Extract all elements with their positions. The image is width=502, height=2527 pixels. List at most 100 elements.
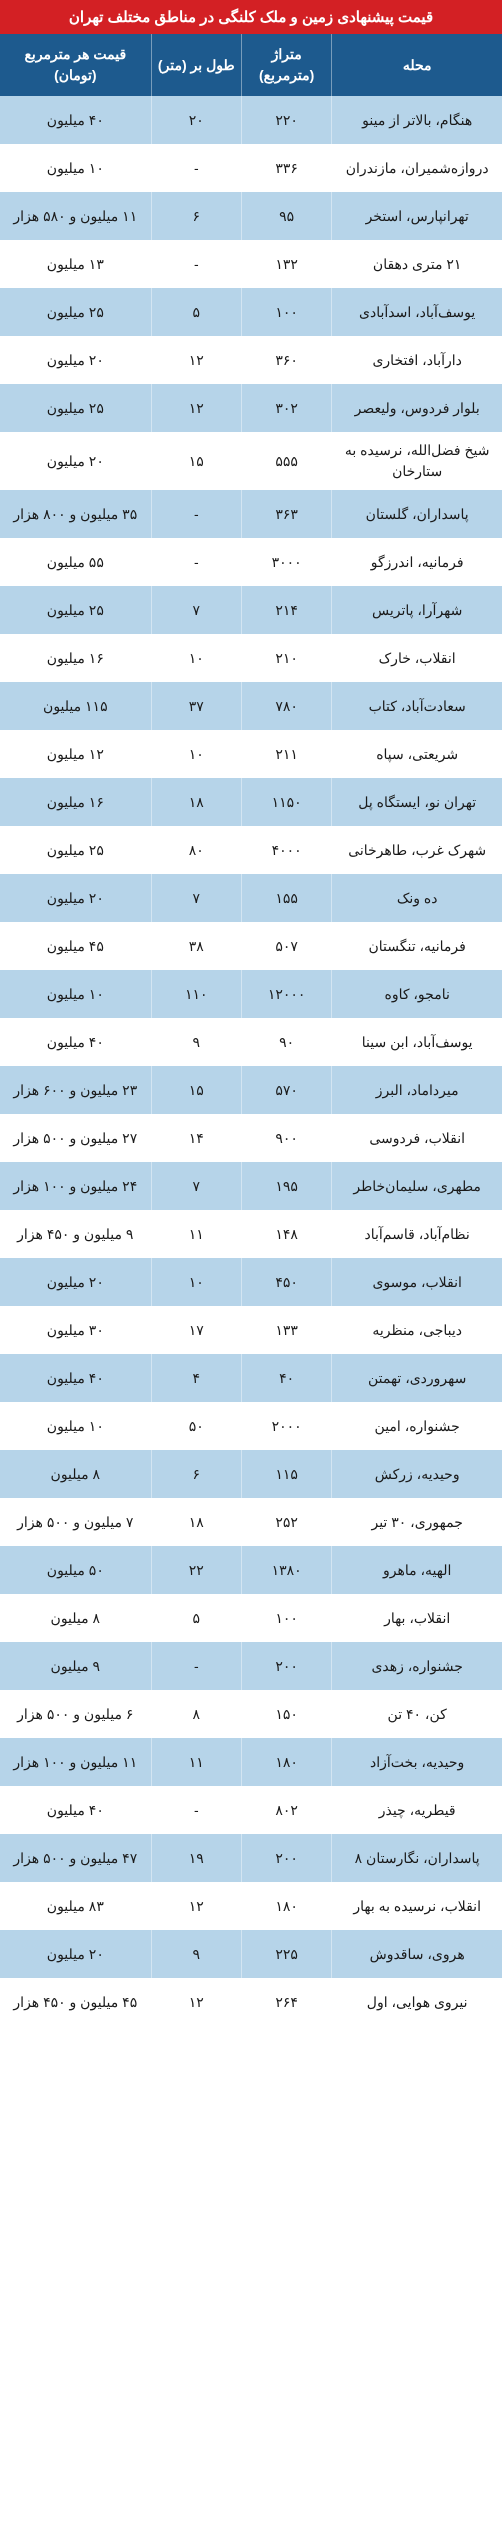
table-row: سهروردی، تهمتن۴۰۴۴۰ میلیون: [0, 1354, 502, 1402]
cell-area: ۱۵۵: [241, 874, 331, 922]
cell-area: ۳۰۰۰: [241, 538, 331, 586]
cell-width: ۸: [151, 1690, 241, 1738]
table-row: بلوار فردوس، ولیعصر۳۰۲۱۲۲۵ میلیون: [0, 384, 502, 432]
table-row: شهرآرا، پاتریس۲۱۴۷۲۵ میلیون: [0, 586, 502, 634]
cell-width: ۱۸: [151, 778, 241, 826]
table-row: الهیه، ماهرو۱۳۸۰۲۲۵۰ میلیون: [0, 1546, 502, 1594]
cell-neighborhood: وحیدیه، زرکش: [331, 1450, 502, 1498]
cell-width: ۱۲: [151, 1978, 241, 2026]
cell-neighborhood: دروازه‌شمیران، مازندران: [331, 144, 502, 192]
cell-area: ۵۵۵: [241, 432, 331, 490]
cell-neighborhood: جشنواره، امین: [331, 1402, 502, 1450]
cell-neighborhood: تهران نو، ایستگاه پل: [331, 778, 502, 826]
cell-width: ۷: [151, 1162, 241, 1210]
cell-neighborhood: شریعتی، سپاه: [331, 730, 502, 778]
table-row: شریعتی، سپاه۲۱۱۱۰۱۲ میلیون: [0, 730, 502, 778]
header-area: متراژ (مترمربع): [241, 34, 331, 96]
table-row: وحیدیه، بخت‌آزاد۱۸۰۱۱۱۱ میلیون و ۱۰۰ هزا…: [0, 1738, 502, 1786]
cell-price: ۱۰ میلیون: [0, 1402, 151, 1450]
table-row: دروازه‌شمیران، مازندران۳۳۶-۱۰ میلیون: [0, 144, 502, 192]
cell-area: ۲۰۰۰: [241, 1402, 331, 1450]
cell-price: ۵۵ میلیون: [0, 538, 151, 586]
table-row: قیطریه، چیذر۸۰۲-۴۰ میلیون: [0, 1786, 502, 1834]
cell-area: ۴۵۰: [241, 1258, 331, 1306]
cell-area: ۵۷۰: [241, 1066, 331, 1114]
table-row: یوسف‌آباد، اسدآبادی۱۰۰۵۲۵ میلیون: [0, 288, 502, 336]
table-row: دیباجی، منظریه۱۳۳۱۷۳۰ میلیون: [0, 1306, 502, 1354]
cell-neighborhood: نظام‌آباد، قاسم‌آباد: [331, 1210, 502, 1258]
cell-neighborhood: انقلاب، بهار: [331, 1594, 502, 1642]
cell-neighborhood: ده ونک: [331, 874, 502, 922]
table-row: پاسداران، گلستان۳۶۳-۳۵ میلیون و ۸۰۰ هزار: [0, 490, 502, 538]
cell-price: ۲۴ میلیون و ۱۰۰ هزار: [0, 1162, 151, 1210]
cell-neighborhood: وحیدیه، بخت‌آزاد: [331, 1738, 502, 1786]
cell-area: ۸۰۲: [241, 1786, 331, 1834]
table-row: هروی، ساقدوش۲۲۵۹۲۰ میلیون: [0, 1930, 502, 1978]
cell-price: ۴۰ میلیون: [0, 1354, 151, 1402]
cell-width: ۷: [151, 874, 241, 922]
cell-width: -: [151, 490, 241, 538]
price-table: قیمت پیشنهادی زمین و ملک کلنگی در مناطق …: [0, 0, 502, 2026]
table-row: نامجو، کاوه۱۲۰۰۰۱۱۰۱۰ میلیون: [0, 970, 502, 1018]
cell-area: ۴۰۰۰: [241, 826, 331, 874]
cell-price: ۲۰ میلیون: [0, 432, 151, 490]
cell-area: ۱۰۰: [241, 1594, 331, 1642]
cell-area: ۲۱۰: [241, 634, 331, 682]
cell-width: ۱۲: [151, 1882, 241, 1930]
cell-width: ۵: [151, 1594, 241, 1642]
cell-width: ۱۵: [151, 1066, 241, 1114]
cell-neighborhood: جشنواره، زهدی: [331, 1642, 502, 1690]
cell-area: ۲۰۰: [241, 1834, 331, 1882]
cell-price: ۴۰ میلیون: [0, 1018, 151, 1066]
cell-area: ۱۹۵: [241, 1162, 331, 1210]
cell-price: ۱۶ میلیون: [0, 778, 151, 826]
cell-neighborhood: فرمانیه، اندرزگو: [331, 538, 502, 586]
cell-width: ۶: [151, 192, 241, 240]
cell-neighborhood: شهرآرا، پاتریس: [331, 586, 502, 634]
cell-neighborhood: انقلاب، فردوسی: [331, 1114, 502, 1162]
table-row: شیخ فضل‌الله، نرسیده به ستارخان۵۵۵۱۵۲۰ م…: [0, 432, 502, 490]
cell-price: ۴۷ میلیون و ۵۰۰ هزار: [0, 1834, 151, 1882]
cell-neighborhood: پاسداران، نگارستان ۸: [331, 1834, 502, 1882]
cell-price: ۸۳ میلیون: [0, 1882, 151, 1930]
cell-neighborhood: انقلاب، نرسیده به بهار: [331, 1882, 502, 1930]
table-body: هنگام، بالاتر از مینو۲۲۰۲۰۴۰ میلیوندرواز…: [0, 96, 502, 2026]
cell-price: ۹ میلیون و ۴۵۰ هزار: [0, 1210, 151, 1258]
cell-width: -: [151, 144, 241, 192]
cell-width: ۱۴: [151, 1114, 241, 1162]
cell-area: ۳۶۳: [241, 490, 331, 538]
table-row: جشنواره، زهدی۲۰۰-۹ میلیون: [0, 1642, 502, 1690]
cell-area: ۱۳۳: [241, 1306, 331, 1354]
cell-area: ۲۵۲: [241, 1498, 331, 1546]
cell-price: ۲۵ میلیون: [0, 288, 151, 336]
cell-price: ۲۵ میلیون: [0, 384, 151, 432]
cell-neighborhood: شهرک غرب، طاهرخانی: [331, 826, 502, 874]
cell-area: ۲۱۱: [241, 730, 331, 778]
cell-neighborhood: مطهری، سلیمان‌خاطر: [331, 1162, 502, 1210]
cell-width: ۱۱۰: [151, 970, 241, 1018]
cell-price: ۲۵ میلیون: [0, 586, 151, 634]
cell-price: ۲۰ میلیون: [0, 1930, 151, 1978]
cell-neighborhood: شیخ فضل‌الله، نرسیده به ستارخان: [331, 432, 502, 490]
cell-neighborhood: انقلاب، خارک: [331, 634, 502, 682]
cell-area: ۹۰: [241, 1018, 331, 1066]
cell-neighborhood: میرداماد، البرز: [331, 1066, 502, 1114]
table-row: یوسف‌آباد، ابن سینا۹۰۹۴۰ میلیون: [0, 1018, 502, 1066]
cell-width: -: [151, 240, 241, 288]
cell-width: ۲۲: [151, 1546, 241, 1594]
cell-width: ۱۰: [151, 1258, 241, 1306]
cell-area: ۵۰۷: [241, 922, 331, 970]
cell-price: ۴۰ میلیون: [0, 1786, 151, 1834]
cell-width: ۸۰: [151, 826, 241, 874]
table-row: شهرک غرب، طاهرخانی۴۰۰۰۸۰۲۵ میلیون: [0, 826, 502, 874]
table-row: سعادت‌آباد، کتاب۷۸۰۳۷۱۱۵ میلیون: [0, 682, 502, 730]
cell-width: ۳۸: [151, 922, 241, 970]
table-row: نیروی هوایی، اول۲۶۴۱۲۴۵ میلیون و ۴۵۰ هزا…: [0, 1978, 502, 2026]
cell-width: -: [151, 1642, 241, 1690]
table-row: پاسداران، نگارستان ۸۲۰۰۱۹۴۷ میلیون و ۵۰۰…: [0, 1834, 502, 1882]
cell-price: ۲۰ میلیون: [0, 1258, 151, 1306]
cell-area: ۴۰: [241, 1354, 331, 1402]
cell-neighborhood: الهیه، ماهرو: [331, 1546, 502, 1594]
cell-area: ۱۲۰۰۰: [241, 970, 331, 1018]
cell-width: ۱۲: [151, 384, 241, 432]
